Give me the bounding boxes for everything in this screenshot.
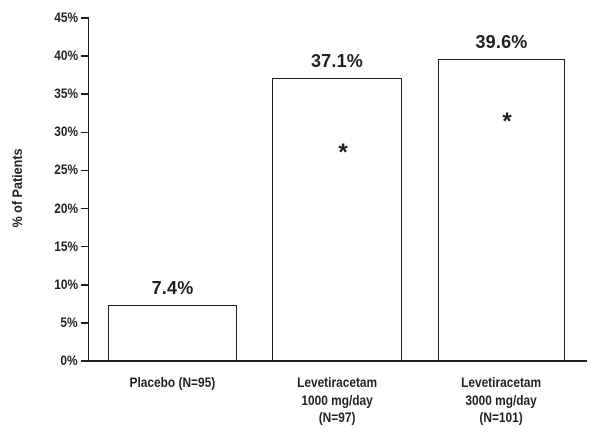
x-category-label-text: Levetiracetam 1000 mg/day (N=97) [296, 374, 378, 425]
y-tick-label-text: 30% [54, 124, 78, 140]
bar-value-label: 39.6% [475, 32, 528, 53]
y-tick-mark [81, 55, 89, 57]
y-tick-label-text: 45% [54, 10, 78, 25]
y-tick-label: 5% [0, 314, 78, 332]
x-category-label: Levetiracetam 3000 mg/day (N=101) [408, 374, 595, 427]
y-tick-label-text: 20% [54, 200, 78, 216]
y-tick-label: 35% [0, 85, 78, 103]
significance-asterisk: * [502, 108, 512, 135]
significance-asterisk: * [338, 139, 348, 166]
x-category-label-text: Levetiracetam 3000 mg/day (N=101) [461, 374, 542, 425]
y-tick-label-text: 0% [60, 353, 78, 368]
y-tick-label: 45% [0, 9, 78, 27]
y-tick-mark [81, 169, 89, 172]
y-tick-mark [81, 284, 89, 286]
y-tick-mark [81, 322, 89, 324]
x-category-label-text: Placebo (N=95) [129, 374, 216, 390]
y-tick-mark [81, 131, 89, 134]
bar [438, 59, 565, 361]
bar [272, 78, 402, 361]
y-tick-label-text: 40% [54, 48, 78, 64]
y-tick-label: 40% [0, 47, 78, 65]
y-tick-label-text: 10% [54, 276, 78, 292]
y-tick-mark [81, 17, 89, 19]
y-tick-label-text: 25% [54, 162, 78, 178]
y-tick-label-text: 35% [54, 86, 78, 102]
y-tick-label: 30% [0, 123, 78, 141]
bar [108, 304, 237, 361]
y-tick-label: 20% [0, 200, 78, 218]
y-axis-title: % of Patients [9, 144, 25, 232]
y-tick-label-text: 5% [60, 314, 78, 330]
x-category-label: Levetiracetam 1000 mg/day (N=97) [242, 374, 432, 427]
x-category-label: Placebo (N=95) [78, 374, 267, 392]
y-tick-label: 15% [0, 238, 78, 256]
bar-value-label: 7.4% [151, 277, 194, 298]
y-tick-label: 25% [0, 161, 78, 179]
y-tick-mark [81, 93, 89, 95]
y-tick-mark [81, 207, 89, 210]
y-axis-line [87, 18, 89, 361]
y-tick-label-text: 15% [54, 238, 78, 254]
y-tick-mark [81, 245, 89, 248]
y-tick-label: 0% [0, 352, 78, 370]
y-tick-label: 10% [0, 276, 78, 294]
bar-value-label: 37.1% [310, 51, 364, 72]
